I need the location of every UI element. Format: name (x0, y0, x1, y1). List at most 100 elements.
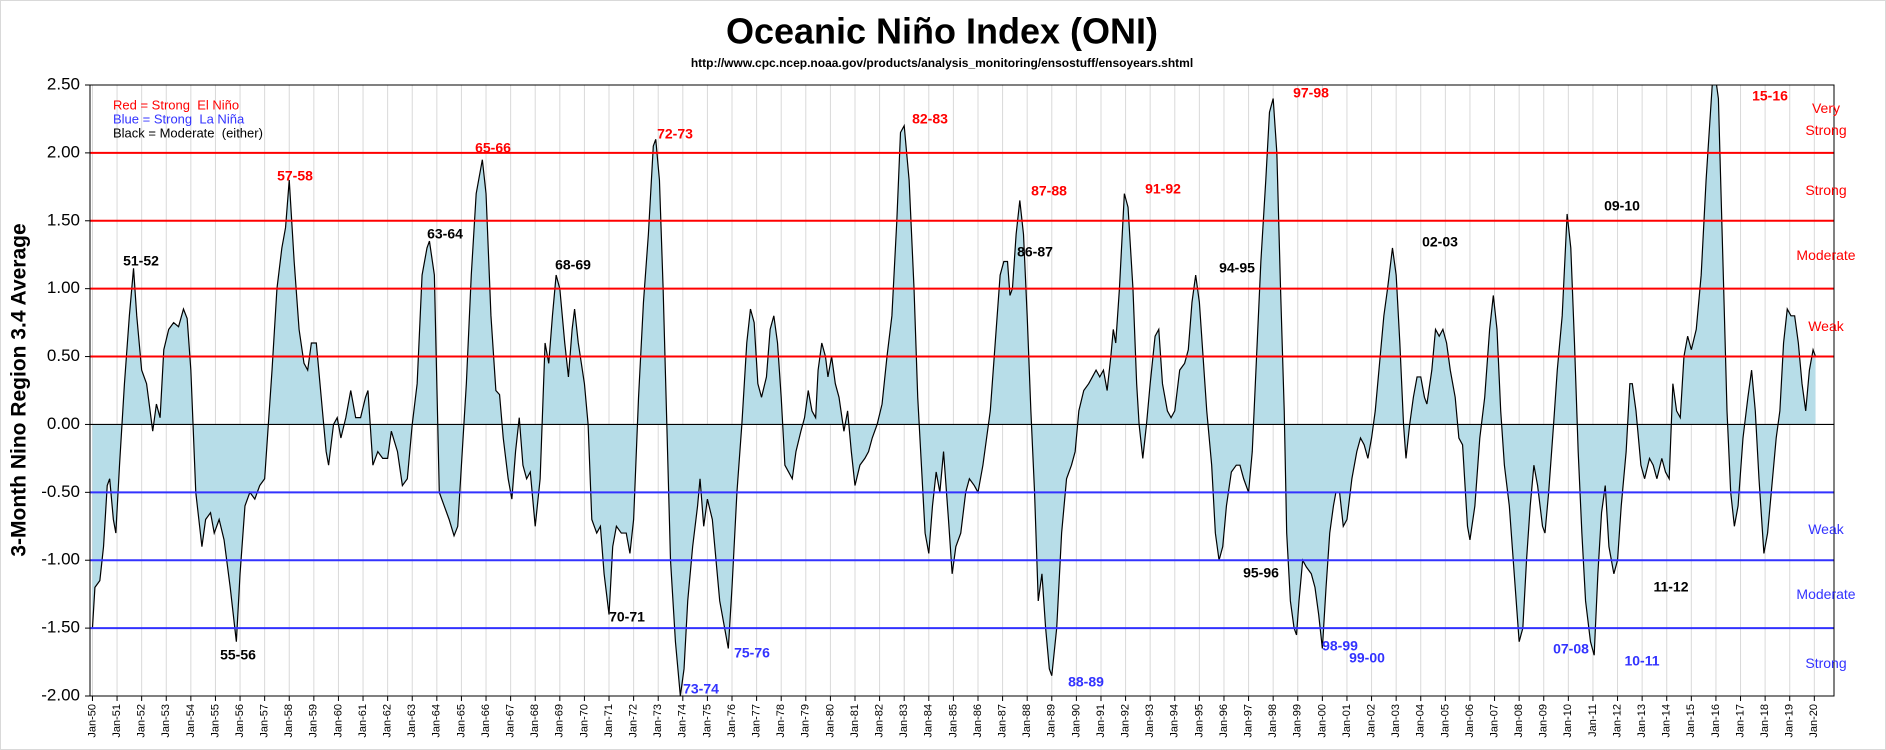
x-tick-label: Jan-62 (382, 704, 394, 738)
x-tick-label: Jan-14 (1661, 704, 1673, 738)
x-tick-label: Jan-99 (1292, 704, 1304, 738)
x-tick-label: Jan-68 (529, 704, 541, 738)
x-tick-label: Jan-06 (1464, 704, 1476, 738)
legend-note: Black = Moderate (either) (113, 125, 263, 140)
y-tick-label: -1.00 (41, 550, 80, 569)
event-label: 95-96 (1243, 565, 1279, 581)
x-tick-label: Jan-19 (1784, 704, 1796, 738)
event-label: 94-95 (1219, 260, 1255, 276)
x-tick-label: Jan-97 (1242, 704, 1254, 738)
x-tick-label: Jan-00 (1316, 704, 1328, 738)
x-tick-label: Jan-01 (1341, 704, 1353, 738)
strength-label: Strong (1805, 655, 1847, 671)
y-axis-label: 3-Month Nino Region 3.4 Average (8, 223, 31, 556)
event-label: 09-10 (1604, 198, 1640, 214)
x-tick-label: Jan-56 (234, 704, 246, 738)
legend-note: Red = Strong El Niño (113, 97, 239, 112)
x-tick-label: Jan-89 (1046, 704, 1058, 738)
x-tick-label: Jan-12 (1611, 704, 1623, 738)
y-tick-label: 2.50 (47, 74, 80, 93)
x-tick-label: Jan-80 (824, 704, 836, 738)
x-tick-label: Jan-78 (775, 704, 787, 738)
x-tick-label: Jan-81 (849, 704, 861, 738)
event-label: 87-88 (1031, 183, 1067, 199)
event-label: 88-89 (1068, 674, 1104, 690)
strength-label: Moderate (1796, 586, 1856, 602)
line (91, 85, 1817, 696)
x-tick-label: Jan-95 (1193, 704, 1205, 738)
event-label: 91-92 (1145, 181, 1181, 197)
x-tick-label: Jan-61 (357, 704, 369, 738)
event-label: 70-71 (609, 609, 645, 625)
event-label: 99-00 (1349, 650, 1385, 666)
x-tick-label: Jan-75 (701, 704, 713, 738)
event-label: 11-12 (1653, 579, 1688, 595)
event-label: 86-87 (1017, 244, 1053, 260)
x-tick-label: Jan-82 (874, 704, 886, 738)
x-tick-label: Jan-88 (1021, 704, 1033, 738)
x-tick-label: Jan-58 (283, 704, 295, 738)
event-label: 68-69 (555, 257, 591, 273)
plot-frame (89, 84, 1835, 697)
x-tick-label: Jan-04 (1415, 704, 1427, 738)
x-tick-label: Jan-05 (1439, 704, 1451, 738)
y-tick-label: -0.50 (41, 482, 80, 501)
x-tick-label: Jan-93 (1144, 704, 1156, 738)
x-tick-label: Jan-86 (972, 704, 984, 738)
x-tick-label: Jan-71 (603, 704, 615, 738)
x-tick-label: Jan-09 (1538, 704, 1550, 738)
event-label: 07-08 (1553, 641, 1589, 657)
event-label: 02-03 (1422, 234, 1458, 250)
x-tick-label: Jan-72 (628, 704, 640, 738)
x-tick-label: Jan-92 (1119, 704, 1131, 738)
chart-title: Oceanic Niño Index (ONI) (726, 11, 1158, 52)
x-tick-label: Jan-76 (726, 704, 738, 738)
strength-label: Strong (1805, 182, 1847, 198)
x-tick-label: Jan-10 (1562, 704, 1574, 738)
event-label: 55-56 (220, 647, 256, 663)
x-tick-label: Jan-08 (1513, 704, 1525, 738)
x-tick-label: Jan-91 (1095, 704, 1107, 738)
x-tick-label: Jan-50 (86, 704, 98, 738)
x-tick-label: Jan-65 (455, 704, 467, 738)
event-label: 97-98 (1293, 85, 1329, 101)
x-tick-label: Jan-85 (947, 704, 959, 738)
legend-note: Blue = Strong La Niña (113, 111, 245, 126)
x-tick-label: Jan-96 (1218, 704, 1230, 738)
x-tick-label: Jan-66 (480, 704, 492, 738)
x-tick-label: Jan-70 (578, 704, 590, 738)
x-tick-label: Jan-87 (996, 704, 1008, 738)
strength-label: Moderate (1796, 247, 1856, 263)
x-tick-label: Jan-54 (185, 704, 197, 738)
x-tick-label: Jan-98 (1267, 704, 1279, 738)
y-tick-label: 2.00 (47, 142, 80, 161)
event-label: 15-16 (1752, 88, 1788, 104)
x-tick-label: Jan-60 (332, 704, 344, 738)
x-tick-label: Jan-15 (1685, 704, 1697, 738)
x-tick-label: Jan-55 (209, 704, 221, 738)
area (92, 85, 1816, 696)
event-label: 63-64 (427, 226, 463, 242)
y-tick-label: -2.00 (41, 685, 80, 704)
x-tick-label: Jan-20 (1808, 704, 1820, 738)
x-tick-label: Jan-69 (554, 704, 566, 738)
event-label: 51-52 (123, 253, 159, 269)
x-tick-label: Jan-07 (1488, 704, 1500, 738)
y-tick-label: 1.50 (47, 210, 80, 229)
x-tick-label: Jan-59 (308, 704, 320, 738)
x-tick-label: Jan-79 (800, 704, 812, 738)
x-tick-label: Jan-90 (1070, 704, 1082, 738)
x-tick-label: Jan-77 (751, 704, 763, 738)
x-tick-label: Jan-18 (1759, 704, 1771, 738)
event-label: 57-58 (277, 168, 313, 184)
x-tick-label: Jan-16 (1710, 704, 1722, 738)
y-tick-label: 0.00 (47, 414, 80, 433)
x-tick-label: Jan-03 (1390, 704, 1402, 738)
x-tick-label: Jan-17 (1734, 704, 1746, 738)
event-label: 82-83 (912, 111, 948, 127)
strength-label: Weak (1808, 318, 1844, 334)
x-tick-label: Jan-74 (677, 704, 689, 738)
x-tick-label: Jan-53 (160, 704, 172, 738)
x-tick-label: Jan-83 (898, 704, 910, 738)
